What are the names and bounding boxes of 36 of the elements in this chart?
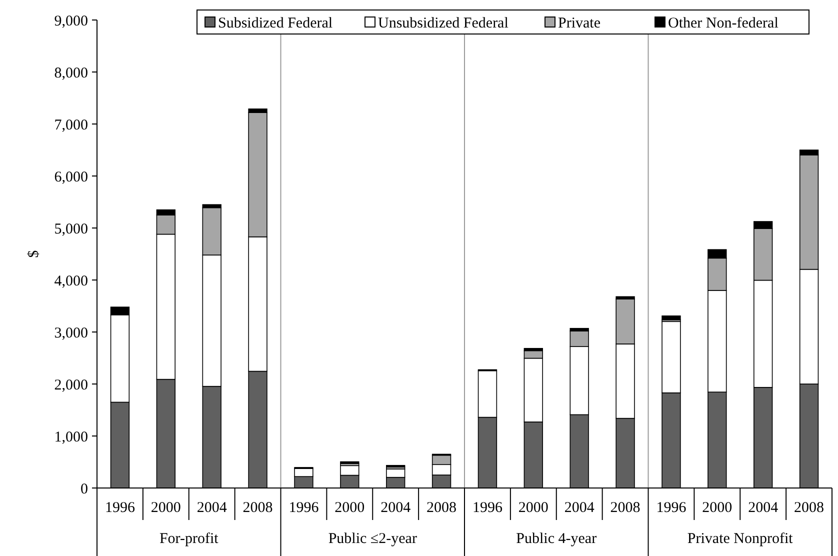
x-tick-label: 2004 [564, 500, 595, 516]
x-tick-label: 2008 [426, 500, 457, 516]
x-tick-label: 2000 [702, 500, 732, 516]
text: For-profit [159, 531, 220, 547]
y-tick-label: 9,000 [54, 13, 88, 30]
x-tick-label: 1996 [104, 500, 136, 516]
x-tick-label: 2004 [196, 500, 228, 516]
x-tick-label: 1996 [288, 500, 320, 516]
x-tick-label: 1996 [472, 500, 503, 516]
y-tick-label: 7,000 [54, 117, 88, 134]
x-tick-label: 2008 [242, 500, 273, 516]
x-tick-label: 2008 [794, 500, 824, 516]
text: Public 4-year [516, 531, 597, 547]
y-tick-label: 6,000 [54, 169, 88, 186]
x-tick-label: 2008 [610, 500, 640, 516]
legend-label: Private [558, 15, 601, 32]
legend-label: Other Non-federal [668, 15, 778, 32]
y-tick-label: 0 [80, 481, 88, 498]
legend-label: Unsubsidized Federal [378, 15, 508, 32]
y-tick-label: 4,000 [54, 273, 88, 290]
x-tick-label: 2000 [518, 500, 548, 516]
text: Public ≤2-year [328, 531, 417, 547]
x-tick-label: 2004 [380, 500, 412, 516]
legend-label: Subsidized Federal [218, 15, 333, 32]
y-tick-label: 2,000 [54, 377, 88, 394]
y-tick-label: 8,000 [54, 65, 88, 82]
text: Private Nonprofit [687, 531, 794, 547]
y-axis-title: $ [26, 250, 42, 258]
y-tick-label: 5,000 [54, 221, 88, 238]
bar [662, 315, 681, 320]
x-tick-label: 2000 [150, 500, 181, 516]
y-tick-label: 1,000 [54, 429, 88, 446]
x-tick-label: 2004 [748, 500, 779, 516]
x-tick-label: 1996 [656, 500, 687, 516]
x-tick-label: 2000 [334, 500, 365, 516]
y-tick-label: 3,000 [54, 325, 88, 342]
